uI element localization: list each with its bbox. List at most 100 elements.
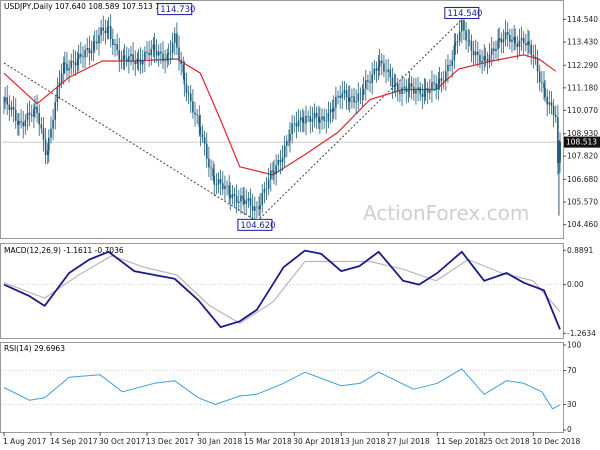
candle-body <box>339 95 341 99</box>
candle-body <box>481 60 483 63</box>
trendlines <box>2 19 562 222</box>
candle-body <box>329 109 332 113</box>
price-candles <box>3 8 561 222</box>
macd-y-axis: 0.8891 0.00 -1.2634 <box>563 246 596 338</box>
price-y-tick-label: 114.540 <box>567 15 598 24</box>
candle-body <box>155 50 158 56</box>
candle-body <box>286 140 288 146</box>
macd-y-tick-label: 0.8891 <box>567 246 593 255</box>
candle-body <box>52 119 54 129</box>
candle-body <box>538 71 541 83</box>
candle-body <box>415 90 417 94</box>
candle-body <box>332 107 335 112</box>
candle-body <box>472 50 475 56</box>
price-y-tick-label: 105.570 <box>567 198 598 207</box>
candle-body <box>122 55 125 61</box>
candle-body <box>66 63 68 71</box>
candle-body <box>60 73 63 83</box>
candle-body <box>377 66 380 71</box>
candle-body <box>136 58 139 64</box>
price-y-tick-label: 106.680 <box>567 175 598 184</box>
candle-body <box>28 112 31 115</box>
candle-body <box>169 52 172 54</box>
price-callout-label: 114.540 <box>447 9 482 19</box>
candle-body <box>544 87 546 97</box>
candle-body <box>283 145 286 158</box>
candle-body <box>440 78 443 81</box>
candle-body <box>182 64 185 73</box>
watermark: ActionForex.com <box>363 201 529 225</box>
candle-body <box>385 71 387 73</box>
candle-body <box>423 90 426 97</box>
rsi-line <box>3 368 561 410</box>
price-y-tick-label: 108.930 <box>567 129 598 138</box>
candle-body <box>305 116 307 124</box>
candle-body <box>269 170 272 180</box>
candle-body <box>185 84 188 94</box>
candle-body <box>437 83 440 89</box>
candle-body <box>532 54 535 57</box>
candle-body <box>229 194 232 199</box>
candle-body <box>164 60 166 62</box>
candle-body <box>54 102 57 120</box>
candle-body <box>64 62 66 64</box>
candle-body <box>530 44 532 55</box>
candle-body <box>288 140 290 142</box>
candle-body <box>10 107 13 110</box>
candle-body <box>468 40 471 42</box>
candle-body <box>134 61 137 64</box>
candle-body <box>160 51 162 54</box>
x-tick-label: 25 Oct 2018 <box>483 437 530 446</box>
last-price-tag-bg <box>564 136 600 148</box>
x-tick-label: 30 Jan 2018 <box>197 437 242 446</box>
candle-body <box>267 179 270 189</box>
candle-body <box>26 112 29 121</box>
candle-body <box>109 26 112 39</box>
candle-body <box>98 35 100 44</box>
candle-body <box>263 188 266 193</box>
candle-body <box>447 64 449 72</box>
candle-body <box>102 27 105 31</box>
candle-body <box>321 116 323 120</box>
candle-body <box>307 116 309 117</box>
macd-line <box>3 249 561 330</box>
candle-body <box>394 84 397 86</box>
candle-body <box>534 56 537 60</box>
candle-body <box>34 106 36 110</box>
candle-body <box>541 82 543 83</box>
candle-body <box>68 68 70 71</box>
candle-body <box>44 139 47 155</box>
candle-body <box>514 36 516 44</box>
rsi-y-tick-label: 100 <box>567 341 582 350</box>
candle-body <box>3 101 5 103</box>
candle-body <box>449 64 451 66</box>
candle-body <box>309 116 312 122</box>
candle-body <box>265 188 268 190</box>
candle-body <box>451 60 454 66</box>
candle-body <box>279 159 282 163</box>
candle-body <box>511 39 513 42</box>
x-tick-label: 11 Sep 2018 <box>436 437 484 446</box>
candle-body <box>256 206 258 208</box>
candle-body <box>419 87 421 94</box>
x-tick-label: 13 Jun 2018 <box>340 437 385 446</box>
candle-body <box>277 159 280 166</box>
candle-body <box>500 38 503 43</box>
candle-body <box>205 143 208 159</box>
candle-body <box>318 116 320 123</box>
candle-body <box>412 87 415 94</box>
candle-body <box>242 195 244 199</box>
candle-body <box>355 101 357 103</box>
candle-body <box>313 112 316 120</box>
price-callout-label: 114.730 <box>160 5 195 15</box>
candle-body <box>442 80 445 82</box>
candle-body <box>42 128 45 140</box>
price-panel: USDJPY,Daily 107.640 108.589 107.513 108… <box>0 0 600 239</box>
candle-body <box>153 44 156 51</box>
candle-body <box>435 83 438 89</box>
candle-body <box>403 86 405 88</box>
candle-body <box>345 90 348 98</box>
candle-body <box>62 62 65 74</box>
candle-body <box>120 59 123 61</box>
rsi-y-tick-label: 0 <box>567 425 572 434</box>
